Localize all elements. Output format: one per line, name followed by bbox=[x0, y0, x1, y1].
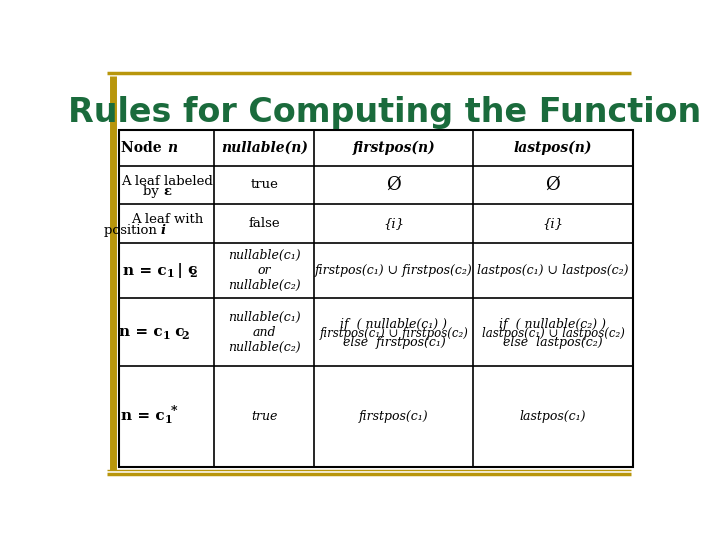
Text: {i}: {i} bbox=[384, 217, 405, 230]
Text: else  lastpos(c₂): else lastpos(c₂) bbox=[503, 336, 603, 349]
Text: if  ( nullable(c₁) ): if ( nullable(c₁) ) bbox=[341, 318, 447, 331]
Text: A leaf with: A leaf with bbox=[131, 213, 203, 226]
Text: firstpos(c₁): firstpos(c₁) bbox=[359, 410, 428, 423]
Text: if  ( nullable(c₂) ): if ( nullable(c₂) ) bbox=[500, 318, 606, 331]
Text: lastpos(n): lastpos(n) bbox=[514, 141, 593, 155]
Text: firstpos(c₁) ∪ firstpos(c₂): firstpos(c₁) ∪ firstpos(c₂) bbox=[320, 327, 469, 340]
Text: else  firstpos(c₁): else firstpos(c₁) bbox=[343, 336, 445, 349]
Text: nullable(c₁)
or
nullable(c₂): nullable(c₁) or nullable(c₂) bbox=[228, 249, 301, 292]
Text: 2: 2 bbox=[181, 330, 189, 341]
Text: Ø: Ø bbox=[387, 176, 401, 194]
Text: firstpos(c₁) ∪ firstpos(c₂): firstpos(c₁) ∪ firstpos(c₂) bbox=[315, 264, 473, 277]
Text: true: true bbox=[251, 410, 278, 423]
Text: n = c: n = c bbox=[120, 325, 163, 339]
Text: position: position bbox=[104, 224, 161, 237]
Text: i: i bbox=[161, 224, 166, 237]
Text: ε: ε bbox=[163, 185, 171, 198]
Text: lastpos(c₁) ∪ lastpos(c₂): lastpos(c₁) ∪ lastpos(c₂) bbox=[477, 264, 629, 277]
Text: nullable(c₁)
and
nullable(c₂): nullable(c₁) and nullable(c₂) bbox=[228, 310, 301, 354]
Text: c: c bbox=[170, 325, 184, 339]
Text: 2: 2 bbox=[189, 268, 197, 279]
Text: n = c: n = c bbox=[123, 264, 167, 278]
Text: nullable(n): nullable(n) bbox=[221, 141, 308, 155]
Text: n: n bbox=[167, 141, 177, 155]
Text: Node: Node bbox=[122, 141, 167, 155]
Text: 1: 1 bbox=[163, 330, 171, 341]
Text: {i}: {i} bbox=[542, 217, 564, 230]
Text: firstpos(n): firstpos(n) bbox=[353, 141, 436, 155]
Text: *: * bbox=[171, 405, 177, 418]
Text: Ø: Ø bbox=[546, 176, 560, 194]
Text: 1: 1 bbox=[165, 414, 172, 425]
Text: Rules for Computing the Function: Rules for Computing the Function bbox=[68, 96, 701, 129]
Text: true: true bbox=[251, 178, 279, 191]
Text: 1: 1 bbox=[167, 268, 174, 279]
Text: n = c: n = c bbox=[121, 409, 165, 423]
Text: | c: | c bbox=[171, 263, 197, 278]
Text: false: false bbox=[248, 217, 280, 230]
Text: lastpos(c₁): lastpos(c₁) bbox=[520, 410, 586, 423]
Text: lastpos(c₁) ∪ lastpos(c₂): lastpos(c₁) ∪ lastpos(c₂) bbox=[482, 327, 624, 340]
Text: A leaf labeled: A leaf labeled bbox=[121, 174, 213, 187]
Text: by: by bbox=[143, 185, 163, 198]
Bar bbox=[120, 130, 632, 467]
